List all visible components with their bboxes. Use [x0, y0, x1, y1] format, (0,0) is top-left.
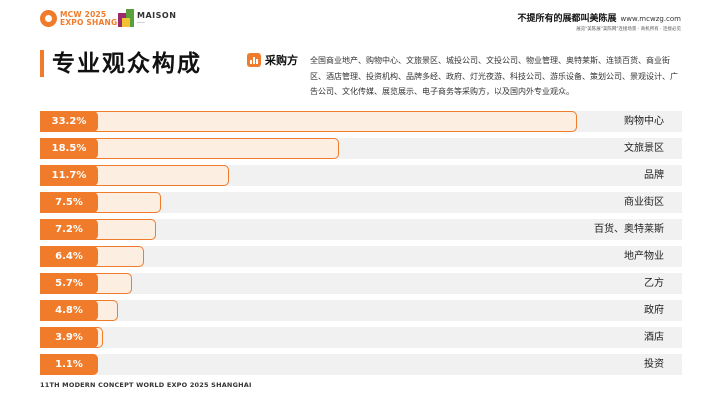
maison-logo: MAISON —— [118, 9, 176, 27]
bar-track [40, 192, 682, 213]
bar-value-label: 5.7% [40, 273, 98, 294]
bar-track [40, 354, 682, 375]
category-label: 乙方 [644, 278, 664, 289]
logo-line-2: EXPO SHANGHAI [60, 17, 133, 27]
maison-logo-icon [118, 9, 134, 27]
buyer-label: 采购方 [265, 54, 298, 67]
category-label: 百货、奥特莱斯 [594, 224, 664, 235]
category-label: 品牌 [644, 170, 664, 181]
title-accent-bar [40, 50, 44, 77]
buyer-description: 全国商业地产、购物中心、文旅景区、城投公司、文投公司、物业管理、奥特莱斯、连锁百… [310, 56, 678, 96]
bar-track [40, 219, 682, 240]
bar-chart-icon [247, 53, 261, 67]
category-label: 地产物业 [624, 251, 664, 262]
expo-logo-icon [40, 10, 57, 27]
bar-value-label: 3.9% [40, 327, 98, 348]
bar-value-label: 7.5% [40, 192, 98, 213]
page-title: 专业观众构成 [52, 51, 202, 77]
bar-track [40, 300, 682, 321]
maison-subtitle: —— [137, 20, 145, 25]
slogan-text: 不提所有的展都叫美陈展 [517, 14, 617, 24]
category-label: 酒店 [644, 332, 664, 343]
bar-value-label: 6.4% [40, 246, 98, 267]
slogan-subtext: 展览"美陈展"美陈网"连接场景 · 商机所有 · 连接必见 [576, 27, 681, 32]
bar-value-label: 4.8% [40, 300, 98, 321]
bar-value-label: 18.5% [40, 138, 98, 159]
category-label: 商业街区 [624, 197, 664, 208]
header-slogan-block: 不提所有的展都叫美陈展 www.mcwzg.com 展览"美陈展"美陈网"连接场景… [518, 11, 681, 32]
footer-expo-name: 11TH MODERN CONCEPT WORLD EXPO 2025 SHAN… [40, 381, 252, 389]
bar-value-label: 11.7% [40, 165, 98, 186]
website-link[interactable]: www.mcwzg.com [620, 15, 681, 23]
bar-track [40, 273, 682, 294]
maison-name: MAISON [137, 11, 177, 20]
bar-value-label: 33.2% [40, 111, 98, 132]
bar [40, 111, 577, 132]
category-label: 投资 [644, 359, 664, 370]
bar-value-label: 7.2% [40, 219, 98, 240]
category-label: 政府 [644, 305, 664, 316]
bar-value-label: 1.1% [40, 354, 98, 375]
category-label: 文旅景区 [624, 143, 664, 154]
bar-track [40, 327, 682, 348]
category-label: 购物中心 [624, 116, 664, 127]
logo-line-1: MCW 2025 [60, 9, 107, 19]
mcw-expo-logo: MCW 2025 EXPO SHANGHAI [40, 10, 133, 27]
bar-track [40, 246, 682, 267]
